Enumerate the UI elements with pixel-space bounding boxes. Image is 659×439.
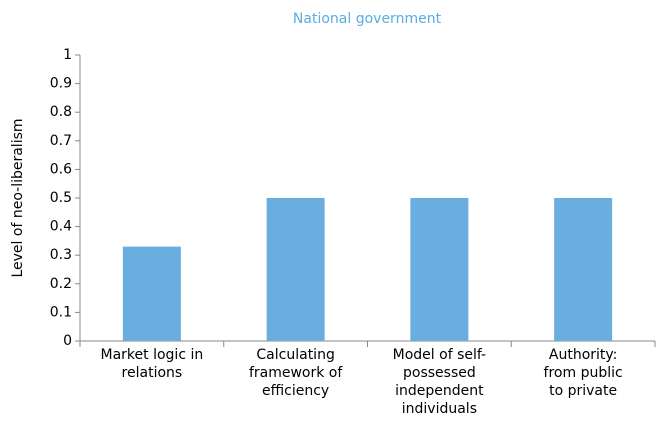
- y-tick-label: 0.7: [50, 133, 72, 149]
- y-axis-title: Level of neo-liberalism: [10, 118, 26, 277]
- y-tick-label: 1: [63, 47, 72, 63]
- bar: [410, 198, 469, 341]
- x-tick-label: Model of self-possessed independent indi…: [392, 347, 487, 417]
- y-tick-label: 0.9: [50, 76, 72, 92]
- y-tick-label: 0.5: [50, 190, 72, 206]
- y-tick-label: 0.8: [50, 104, 72, 120]
- y-tick-label: 0.3: [50, 247, 72, 263]
- y-tick-label: 0.2: [50, 276, 72, 292]
- x-tick-label: Market logic in relations: [100, 347, 204, 381]
- y-tick-label: 0.6: [50, 161, 72, 177]
- bar: [554, 198, 613, 341]
- y-tick-label: 0.1: [50, 304, 72, 320]
- y-tick-label: 0.4: [50, 219, 72, 235]
- chart-title: National government: [293, 11, 442, 27]
- bar: [122, 246, 181, 341]
- y-tick-label: 0: [63, 333, 72, 349]
- x-tick-label: Calculating framework of efficiency: [248, 347, 343, 399]
- x-tick-label: Authority: from public to private: [543, 347, 623, 399]
- bar: [266, 198, 325, 341]
